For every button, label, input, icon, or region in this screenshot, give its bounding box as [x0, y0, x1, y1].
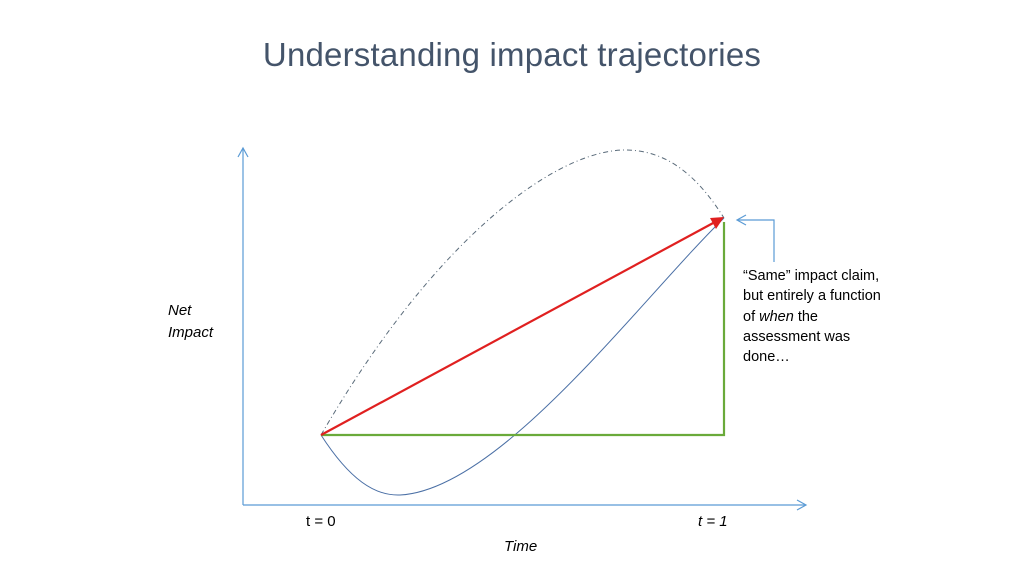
callout-pointer-arrowhead: [735, 214, 747, 226]
t1-label: t = 1: [698, 513, 728, 530]
callout-text: “Same” impact claim, but entirely a func…: [743, 266, 883, 367]
red-arrowhead: [710, 217, 724, 229]
callout-text-after: the assessment was done…: [743, 308, 851, 366]
red-impact-arrow: [320, 221, 716, 436]
callout-pointer: [738, 219, 775, 262]
x-axis-label: Time: [504, 538, 538, 555]
t0-label: t = 0: [306, 513, 336, 530]
lower-trajectory-curve: [320, 217, 725, 496]
callout-text-emphasis: when: [759, 308, 794, 325]
x-axis-arrowhead: [796, 499, 808, 511]
y-axis-label-line2: Impact: [168, 324, 214, 341]
y-axis-label-line1: Net: [168, 302, 192, 319]
callout-text-before: “Same” impact claim, but entirely a func…: [743, 268, 881, 325]
upper-trajectory-curve: [320, 149, 725, 436]
green-step-path: [321, 222, 726, 437]
slide-title: Understanding impact trajectories: [262, 36, 762, 73]
y-axis-arrowhead: [237, 146, 249, 158]
y-axis-label: Net Impact: [168, 300, 238, 344]
